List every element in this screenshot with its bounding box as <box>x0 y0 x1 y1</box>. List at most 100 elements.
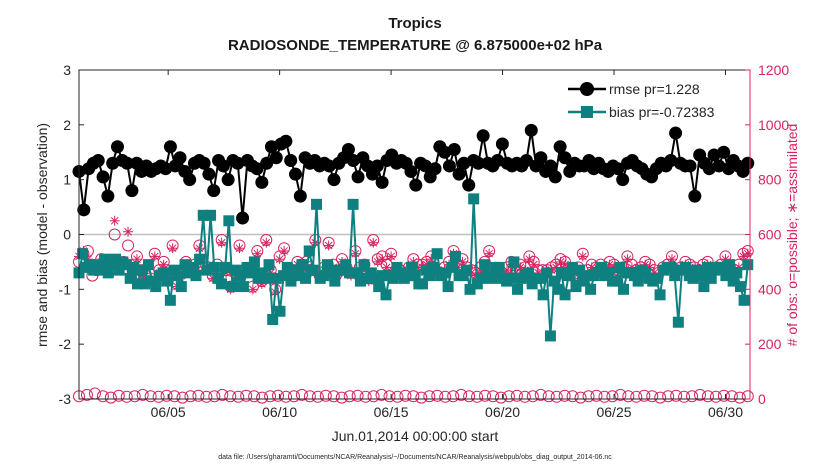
rmse-point <box>284 153 298 167</box>
y-tick-label: -2 <box>59 336 72 352</box>
rmse-point <box>404 164 418 178</box>
bias-point <box>669 270 681 282</box>
bias-point <box>610 275 622 287</box>
rmse-point <box>553 140 567 154</box>
x-tick-label: 06/15 <box>374 404 409 420</box>
rmse-point <box>534 151 548 165</box>
obs-possible-marker <box>717 389 730 402</box>
x-tick-label: 06/10 <box>262 404 297 420</box>
rmse-point <box>544 159 558 173</box>
rmse-point <box>173 151 187 165</box>
rmse-point <box>341 143 355 157</box>
bias-point <box>373 281 385 293</box>
bias-point <box>632 275 644 287</box>
obs-assimilated-marker <box>577 251 588 262</box>
rmse-point <box>669 126 683 140</box>
rmse-point <box>616 173 630 187</box>
obs-possible-marker <box>391 390 404 403</box>
obs-assimilated-marker <box>216 237 227 248</box>
bias-point <box>402 270 414 282</box>
bias-point <box>234 270 246 282</box>
bias-point <box>248 256 260 268</box>
bias-point <box>479 259 491 271</box>
obs-possible-marker <box>518 390 531 403</box>
legend-bias-marker <box>581 106 593 118</box>
rmse-point <box>91 153 105 167</box>
obs-possible-marker <box>272 389 285 402</box>
bias-point <box>296 259 308 271</box>
bias-point <box>175 281 187 293</box>
obs-possible-marker <box>176 391 189 404</box>
obs-possible-marker <box>463 390 476 403</box>
bias-point <box>110 253 122 265</box>
rmse-point <box>255 175 269 189</box>
bias-point <box>376 270 388 282</box>
bias-point <box>99 253 111 265</box>
obs-possible-marker <box>407 390 420 403</box>
rmse-point <box>558 151 572 165</box>
rmse-point <box>717 145 731 159</box>
bias-point <box>124 272 136 284</box>
bias-point <box>307 264 319 276</box>
rmse-point <box>250 162 264 176</box>
obs-possible-marker <box>96 390 109 403</box>
obs-possible-marker <box>439 390 452 403</box>
bias-point <box>135 264 147 276</box>
obs-possible-marker <box>327 390 340 403</box>
bias-point <box>358 259 370 271</box>
bias-point <box>442 281 454 293</box>
obs-assimilated-marker <box>167 243 178 254</box>
bias-point <box>216 278 228 290</box>
rmse-point <box>96 170 110 184</box>
y2-axis-label: # of obs: o=possible; ∗=assimilated <box>784 124 800 347</box>
obs-possible-marker <box>359 390 372 403</box>
obs-possible-marker <box>630 390 643 403</box>
bias-point <box>164 294 176 306</box>
bias-point <box>340 259 352 271</box>
obs-possible-marker <box>455 388 468 401</box>
obs-possible-marker <box>120 390 133 403</box>
obs-possible-marker <box>502 390 515 403</box>
obs-assimilated-marker <box>524 254 535 265</box>
obs-possible-marker <box>335 391 348 404</box>
y-tick-label: 3 <box>63 62 71 78</box>
rmse-point <box>519 153 533 167</box>
bias-point <box>259 272 271 284</box>
bias-point <box>555 267 567 279</box>
obs-possible-marker <box>280 390 293 403</box>
obs-possible-marker <box>144 390 157 403</box>
bias-point <box>219 261 231 273</box>
bias-point <box>438 267 450 279</box>
bias-point <box>190 270 202 282</box>
obs-assimilated-marker <box>234 243 245 254</box>
obs-possible-marker <box>534 388 547 401</box>
obs-possible-marker <box>256 391 269 404</box>
obs-assimilated-marker <box>279 245 290 256</box>
obs-assimilated-marker <box>123 226 134 237</box>
bias-point <box>208 261 220 273</box>
y2-tick-label: 0 <box>758 391 766 407</box>
y2-tick-label: 800 <box>758 172 782 188</box>
rmse-point <box>495 137 509 151</box>
obs-possible-marker <box>646 390 659 403</box>
y2-tick-label: 200 <box>758 336 782 352</box>
bias-point <box>406 261 418 273</box>
x-tick-label: 06/25 <box>596 404 631 420</box>
bias-point <box>322 259 334 271</box>
bias-point <box>449 250 461 262</box>
bias-point <box>150 281 162 293</box>
bias-point <box>343 267 355 279</box>
y-tick-label: -1 <box>59 281 72 297</box>
rmse-point <box>375 175 389 189</box>
bias-point <box>318 270 330 282</box>
obs-assimilated-marker <box>274 254 285 265</box>
bias-point <box>223 215 235 227</box>
obs-possible-marker <box>725 390 738 403</box>
obs-possible-marker <box>558 389 571 402</box>
bias-point <box>237 281 249 293</box>
rmse-point <box>462 178 476 192</box>
obs-possible-marker <box>526 390 539 403</box>
bias-point <box>654 289 666 301</box>
bias-point <box>142 259 154 271</box>
obs-possible-marker <box>232 390 245 403</box>
